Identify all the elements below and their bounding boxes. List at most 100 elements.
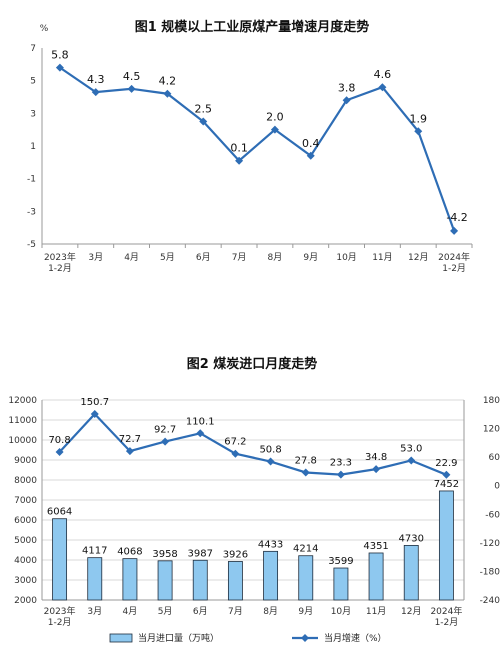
chart-2-right-tick: 60 xyxy=(489,453,501,463)
chart-1-y-tick: 1 xyxy=(30,142,36,152)
chart-1-point xyxy=(306,151,315,160)
chart-2-left-ticks: 12000 11000 10000 9000 8000 7000 6000 5000 4000 3… xyxy=(8,396,37,606)
chart-2-bars xyxy=(52,490,454,601)
chart-2-line-label: 110.1 xyxy=(186,416,215,427)
chart-2-bar xyxy=(52,518,68,601)
chart-1-point xyxy=(127,84,136,93)
chart-2-right-tick: -180 xyxy=(480,567,501,577)
chart-1-y-tick: 5 xyxy=(30,77,36,87)
chart-2-x-tick-label: 2024年 xyxy=(430,605,462,617)
chart-1-point xyxy=(270,125,279,134)
chart-2-x-tick-label: 2023年 xyxy=(44,605,76,617)
chart-2-bar-labels: 6064 4117 4068 3958 3987 3926 4433 4214 3599 4351… xyxy=(47,479,459,567)
chart-2-bar-label: 4068 xyxy=(117,547,142,558)
chart-2-x-tick-label: 12月 xyxy=(401,606,421,617)
chart-2-x-tick-label: 1-2月 xyxy=(435,617,459,628)
chart-2-right-tick: -240 xyxy=(480,596,501,606)
chart-2-bar-label: 3958 xyxy=(152,549,177,560)
chart-2-x-tick-label: 3月 xyxy=(87,606,102,617)
chart-2-line-label: 150.7 xyxy=(80,397,109,408)
chart-2-left-tick: 5000 xyxy=(14,536,37,546)
chart-1-data-label: 0.4 xyxy=(302,137,320,150)
chart-1-x-tick-label: 8月 xyxy=(268,252,283,263)
chart-2-line-point xyxy=(372,465,381,474)
chart-2-bar xyxy=(333,567,349,601)
chart-1-y-tick: 7 xyxy=(30,44,36,54)
chart-2-line-point xyxy=(266,457,275,466)
chart-2-bar xyxy=(298,555,314,601)
chart-2-line-label: 34.8 xyxy=(365,452,387,463)
chart-1-point xyxy=(378,83,387,92)
chart-2-line-point xyxy=(161,437,170,446)
chart-2-bar xyxy=(438,490,454,601)
chart-1-data-labels: 5.8 4.3 4.5 4.2 2.5 0.1 2.0 0.4 3.8 4.6 1.9 -4.2 xyxy=(51,49,468,224)
chart-2-line-point xyxy=(55,448,64,456)
chart-2-bar-label: 3987 xyxy=(188,548,213,559)
chart-1-x-tick-label: 5月 xyxy=(160,252,175,263)
chart-2-bar-label: 4351 xyxy=(363,541,388,552)
chart-1-y-tick: -3 xyxy=(27,207,36,217)
chart-2-bar-label: 7452 xyxy=(434,479,459,490)
chart-1-x-tick-label: 7月 xyxy=(232,252,247,263)
chart-1-data-label: 3.8 xyxy=(338,81,356,94)
chart-2-bar-label: 3599 xyxy=(328,556,353,567)
chart-1-x-tick-label: 10月 xyxy=(336,252,356,263)
chart-1-data-label: 4.3 xyxy=(87,73,105,86)
chart-1-y-tick: -1 xyxy=(27,175,36,185)
chart-2-bar xyxy=(403,544,419,601)
chart-2-right-tick: 120 xyxy=(483,425,500,435)
chart-1-point xyxy=(199,117,208,126)
chart-1-data-label: 2.5 xyxy=(195,103,213,116)
chart-2-bar-label: 6064 xyxy=(47,507,72,518)
chart-1-x-tick-label: 2024年 xyxy=(438,251,470,263)
chart-1-series xyxy=(55,63,459,235)
chart-1-point xyxy=(342,96,351,105)
chart-2-left-tick: 4000 xyxy=(14,556,37,566)
chart-2-bar xyxy=(157,560,173,601)
chart-2-line-label: 27.8 xyxy=(295,455,317,466)
chart-2-bar xyxy=(122,558,138,601)
chart-1-title: 图1 规模以上工业原煤产量增速月度走势 xyxy=(135,19,370,35)
chart-2-line-label: 22.9 xyxy=(435,458,457,469)
chart-2-left-tick: 10000 xyxy=(8,436,37,446)
chart-1-x-tick-label: 4月 xyxy=(124,252,139,263)
chart-2-line xyxy=(55,409,451,479)
chart-2-x-tick-label: 1-2月 xyxy=(48,617,72,628)
chart-2-right-tick: -60 xyxy=(485,510,500,520)
chart-1-point xyxy=(55,63,64,72)
chart-2-legend-line-marker xyxy=(301,634,309,642)
chart-2-grid xyxy=(41,399,465,601)
chart-2-line-point xyxy=(90,409,99,418)
chart-2-right-tick: 0 xyxy=(494,482,500,492)
chart-2-title: 图2 煤炭进口月度走势 xyxy=(187,356,318,372)
chart-1-point xyxy=(414,127,423,136)
chart-2-x-tick-label: 11月 xyxy=(366,606,386,617)
chart-1-y-ticks: 7 5 3 1 -1 -3 -5 xyxy=(27,44,36,250)
chart-2-x-tick-label: 6月 xyxy=(193,606,208,617)
chart-1-x-tick-label: 6月 xyxy=(196,252,211,263)
chart-2-bar xyxy=(192,559,208,601)
chart-2-left-tick: 2000 xyxy=(14,596,37,606)
chart-2-left-tick: 9000 xyxy=(14,456,37,466)
chart-2-left-tick: 3000 xyxy=(14,576,37,586)
chart-2-right-tick: -120 xyxy=(480,539,501,549)
chart-2-x-tick-label: 7月 xyxy=(228,606,243,617)
chart-2-x-tick-label: 4月 xyxy=(123,606,138,617)
chart-2-line-point xyxy=(196,429,205,438)
chart-2-bar-label: 3926 xyxy=(223,549,248,560)
chart-2-bar xyxy=(87,557,103,601)
chart-1-x-tick-label: 11月 xyxy=(372,252,392,263)
chart-2-bar-label: 4433 xyxy=(258,539,283,550)
chart-1-data-label: 4.5 xyxy=(123,70,141,83)
chart-2-bar xyxy=(227,561,243,601)
chart-2-line-label: 72.7 xyxy=(119,434,141,445)
chart-2-line-point xyxy=(442,470,451,479)
chart-2-right-ticks: 180 120 60 0 -60 -120 -180 -240 xyxy=(480,396,501,606)
chart-1-data-label: 4.2 xyxy=(159,75,177,88)
chart-2-x-tick-label: 5月 xyxy=(158,606,173,617)
chart-1-point xyxy=(235,156,244,165)
chart-2-bar-label: 4117 xyxy=(82,546,107,557)
chart-2-line-point xyxy=(407,456,416,465)
